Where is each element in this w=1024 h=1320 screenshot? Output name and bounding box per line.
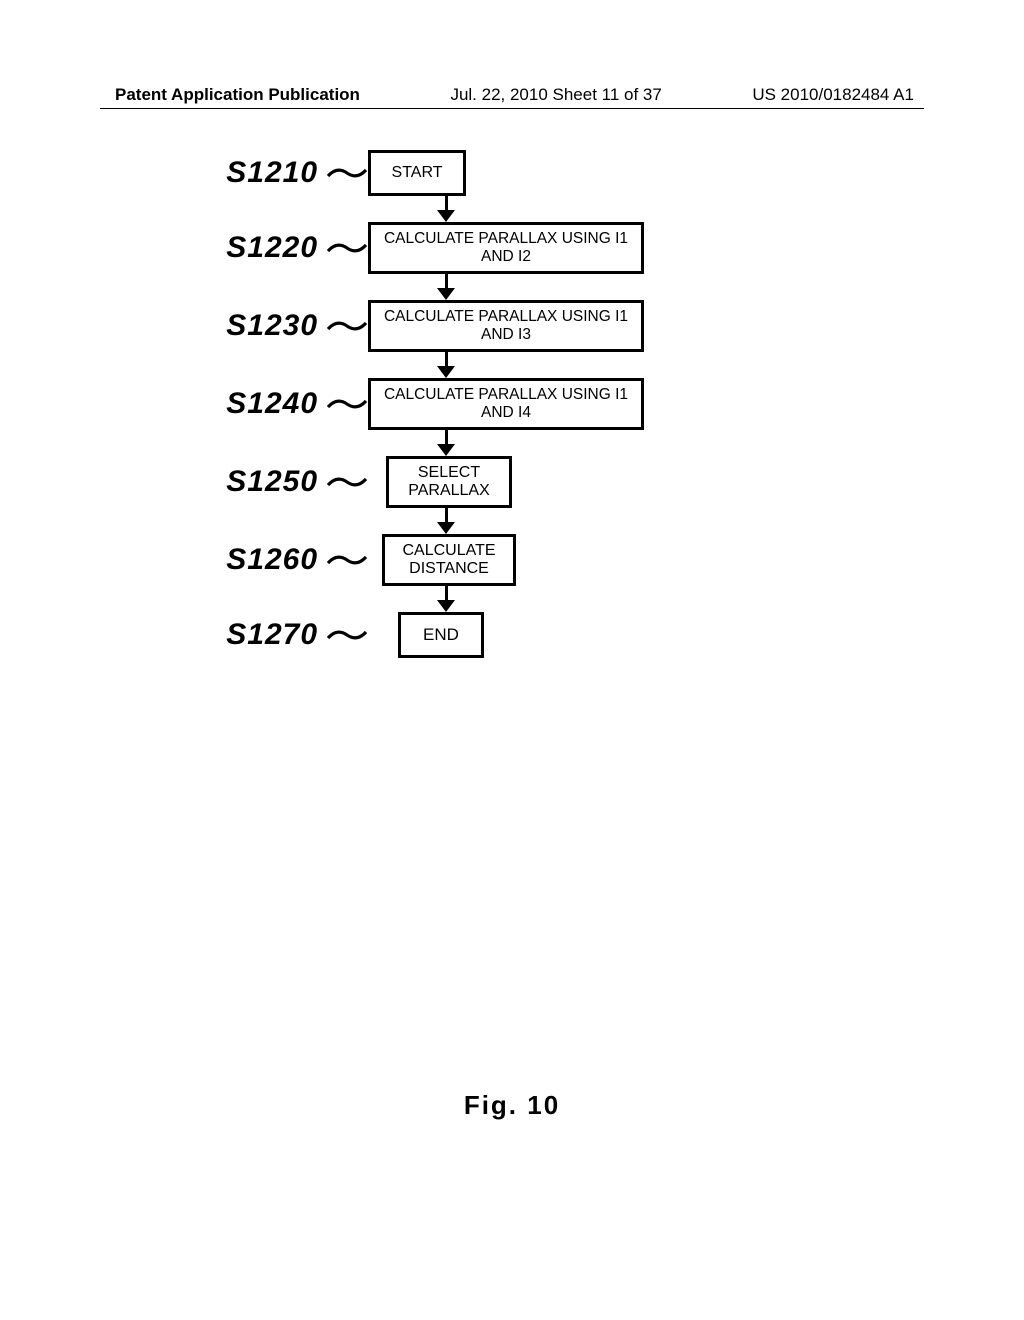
box-text-line2: AND I2: [481, 248, 531, 266]
page-header: Patent Application Publication Jul. 22, …: [0, 85, 1024, 105]
process-box: CALCULATE DISTANCE: [382, 534, 516, 586]
box-text-line1: CALCULATE PARALLAX USING I1: [384, 308, 628, 326]
leader-tilde-icon: [326, 239, 368, 257]
header-date-sheet: Jul. 22, 2010 Sheet 11 of 37: [450, 85, 661, 105]
step-label: S1250: [0, 465, 326, 499]
header-publication: Patent Application Publication: [115, 85, 360, 105]
arrow-down: [0, 274, 1024, 300]
box-text-line2: PARALLAX: [408, 482, 490, 500]
arrow-down: [0, 352, 1024, 378]
step-label: S1220: [0, 231, 326, 265]
box-text: START: [392, 164, 443, 182]
arrow-down: [0, 196, 1024, 222]
flow-step: S1230 CALCULATE PARALLAX USING I1 AND I3: [0, 300, 1024, 352]
flow-step: S1250 SELECT PARALLAX: [0, 456, 1024, 508]
leader-tilde-icon: [326, 626, 368, 644]
flow-step: S1220 CALCULATE PARALLAX USING I1 AND I2: [0, 222, 1024, 274]
flow-step: S1210 START: [0, 150, 1024, 196]
box-text-line1: CALCULATE PARALLAX USING I1: [384, 230, 628, 248]
step-label: S1270: [0, 618, 326, 652]
step-label: S1260: [0, 543, 326, 577]
step-label: S1230: [0, 309, 326, 343]
box-text-line2: DISTANCE: [409, 560, 489, 578]
box-text-line2: AND I4: [481, 404, 531, 422]
header-pub-number: US 2010/0182484 A1: [752, 85, 914, 105]
header-rule: [100, 108, 924, 109]
process-box: CALCULATE PARALLAX USING I1 AND I3: [368, 300, 644, 352]
start-box: START: [368, 150, 466, 196]
leader-tilde-icon: [326, 395, 368, 413]
step-label: S1210: [0, 156, 326, 190]
leader-tilde-icon: [326, 473, 368, 491]
box-text-line1: CALCULATE: [402, 542, 495, 560]
arrow-down: [0, 586, 1024, 612]
leader-tilde-icon: [326, 164, 368, 182]
process-box: CALCULATE PARALLAX USING I1 AND I2: [368, 222, 644, 274]
leader-tilde-icon: [326, 551, 368, 569]
arrow-down: [0, 508, 1024, 534]
flow-step: S1270 END: [0, 612, 1024, 658]
process-box: SELECT PARALLAX: [386, 456, 512, 508]
box-text: END: [423, 625, 459, 645]
box-text-line2: AND I3: [481, 326, 531, 344]
box-text-line1: SELECT: [418, 464, 480, 482]
figure-label: Fig. 10: [0, 1090, 1024, 1121]
box-text-line1: CALCULATE PARALLAX USING I1: [384, 386, 628, 404]
flowchart: S1210 START S1220 CALCULATE PARALLAX USI…: [0, 150, 1024, 658]
process-box: CALCULATE PARALLAX USING I1 AND I4: [368, 378, 644, 430]
flow-step: S1260 CALCULATE DISTANCE: [0, 534, 1024, 586]
flow-step: S1240 CALCULATE PARALLAX USING I1 AND I4: [0, 378, 1024, 430]
leader-tilde-icon: [326, 317, 368, 335]
step-label: S1240: [0, 387, 326, 421]
end-box: END: [398, 612, 484, 658]
arrow-down: [0, 430, 1024, 456]
